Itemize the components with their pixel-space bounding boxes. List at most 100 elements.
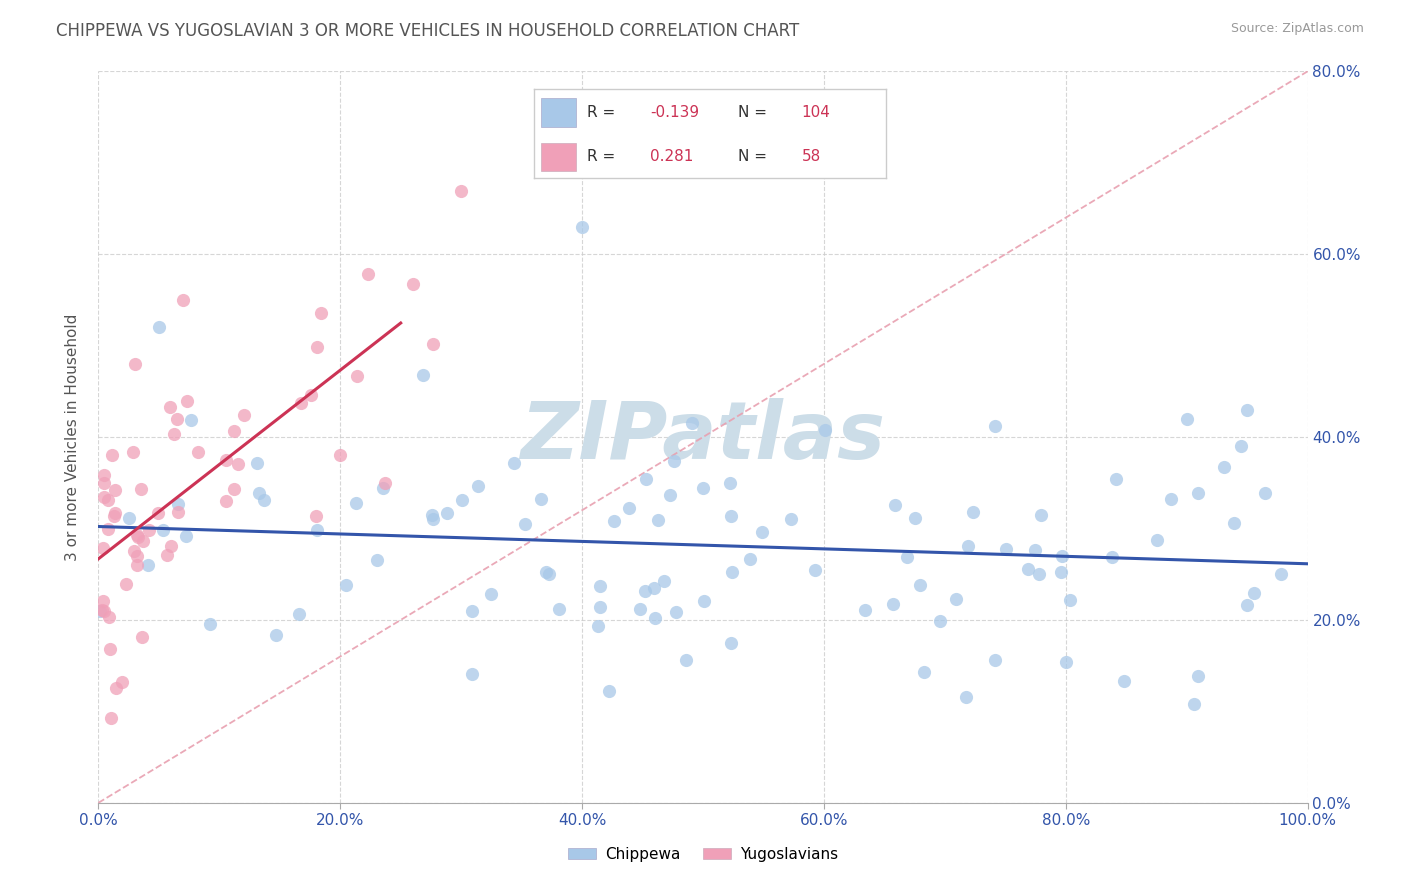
Point: [530, 491, 553, 506]
Point: [91, 541, 114, 555]
Point: [647, 512, 669, 526]
Bar: [541, 143, 576, 171]
Point: [983, 653, 1005, 667]
Point: [159, 401, 181, 415]
Text: CHIPPEWA VS YUGOSLAVIAN 3 OR MORE VEHICLES IN HOUSEHOLD CORRELATION CHART: CHIPPEWA VS YUGOSLAVIAN 3 OR MORE VEHICL…: [56, 22, 800, 40]
Point: [117, 511, 139, 525]
Point: [1175, 412, 1198, 426]
Point: [371, 481, 394, 495]
Point: [617, 501, 640, 516]
Point: [912, 665, 935, 679]
Point: [461, 666, 484, 681]
Point: [90, 602, 112, 616]
Point: [955, 690, 977, 704]
Point: [957, 539, 980, 553]
Point: [111, 675, 134, 690]
Point: [104, 681, 127, 695]
Point: [450, 492, 472, 507]
Point: [187, 444, 209, 458]
Point: [253, 492, 276, 507]
Point: [152, 523, 174, 537]
Point: [124, 357, 146, 371]
Y-axis label: 3 or more Vehicles in Household: 3 or more Vehicles in Household: [65, 313, 80, 561]
Point: [658, 487, 681, 501]
Point: [652, 574, 675, 589]
Point: [1028, 566, 1050, 581]
Point: [266, 628, 288, 642]
Point: [1236, 599, 1258, 613]
Point: [93, 491, 115, 505]
Point: [718, 475, 741, 490]
Text: 58: 58: [801, 150, 821, 164]
Point: [929, 614, 952, 628]
Point: [515, 516, 537, 531]
Point: [346, 369, 368, 384]
Point: [1254, 485, 1277, 500]
Point: [665, 605, 688, 619]
Point: [224, 482, 246, 496]
Point: [167, 504, 190, 518]
Point: [305, 524, 328, 538]
Point: [1230, 439, 1253, 453]
Point: [1146, 533, 1168, 548]
Point: [127, 530, 149, 544]
Point: [884, 498, 907, 512]
Point: [634, 583, 657, 598]
Point: [215, 494, 238, 508]
Point: [1059, 592, 1081, 607]
Point: [121, 445, 143, 459]
Point: [467, 479, 489, 493]
Point: [100, 711, 122, 725]
Point: [131, 482, 153, 496]
Point: [1223, 516, 1246, 530]
Point: [93, 604, 115, 618]
Point: [246, 456, 269, 470]
Point: [366, 553, 388, 567]
Point: [813, 423, 835, 437]
Point: [1050, 549, 1073, 564]
Point: [1187, 486, 1209, 500]
Point: [598, 683, 620, 698]
Point: [124, 544, 146, 558]
Point: [125, 528, 148, 542]
Point: [412, 368, 434, 383]
Point: [1213, 459, 1236, 474]
Point: [98, 610, 121, 624]
Point: [681, 416, 703, 430]
Point: [882, 597, 904, 611]
Point: [138, 523, 160, 537]
Point: [89, 604, 111, 618]
Point: [450, 184, 472, 198]
Point: [994, 542, 1017, 557]
Point: [214, 452, 236, 467]
Point: [176, 393, 198, 408]
Point: [290, 396, 312, 410]
Point: [125, 558, 148, 572]
Point: [903, 511, 925, 525]
Point: [692, 481, 714, 495]
Point: [163, 427, 186, 442]
Point: [104, 483, 127, 498]
Point: [160, 539, 183, 553]
Point: [536, 565, 558, 579]
Point: [104, 506, 127, 520]
Point: [589, 579, 612, 593]
Point: [721, 566, 744, 580]
Point: [309, 306, 332, 320]
Point: [132, 534, 155, 549]
Text: R =: R =: [588, 150, 620, 164]
Point: [603, 514, 626, 528]
Point: [233, 408, 256, 422]
Point: [1054, 655, 1077, 669]
Point: [984, 419, 1007, 434]
Point: [146, 507, 169, 521]
Point: [962, 505, 984, 519]
Point: [93, 476, 115, 491]
Point: [329, 448, 352, 462]
Legend: Chippewa, Yugoslavians: Chippewa, Yugoslavians: [562, 841, 844, 868]
Point: [720, 635, 742, 649]
Point: [101, 448, 124, 462]
Point: [1160, 491, 1182, 506]
Point: [589, 599, 612, 614]
Point: [548, 602, 571, 616]
